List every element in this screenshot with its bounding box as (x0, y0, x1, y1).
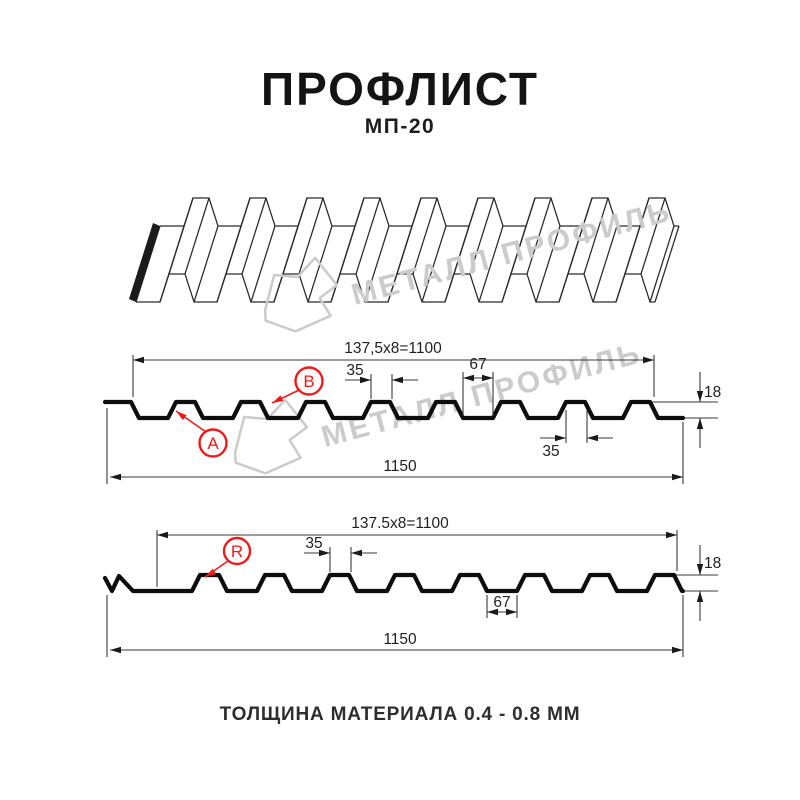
rib-edge-line (355, 197, 381, 275)
footer-note: ТОЛЩИНА МАТЕРИАЛА 0.4 - 0.8 ММ (219, 704, 581, 725)
callout-b-leader (271, 389, 300, 404)
arrowhead-icon (643, 356, 654, 364)
arrowhead-icon (666, 531, 677, 539)
arrowhead-icon (587, 434, 598, 442)
rib-edge-line (592, 225, 618, 303)
dim-valley-label-1: 67 (469, 356, 486, 373)
rib-edge-line (478, 225, 504, 303)
callout-a: A (207, 434, 219, 453)
cross-section-profile-2 (102, 572, 686, 594)
rib-edge-line (640, 197, 666, 275)
callouts: B A R (175, 366, 324, 578)
arrowhead-icon (696, 591, 704, 602)
rib-edge-line (583, 197, 609, 275)
rib-edge-line (526, 197, 552, 275)
dim-crest-bottom-label-1: 35 (542, 443, 559, 460)
arrowhead-icon (482, 374, 493, 382)
cross-section-profile-1 (102, 399, 686, 421)
arrowhead-icon (110, 646, 121, 654)
rib-edge-line (421, 225, 447, 303)
arrowhead-icon (672, 646, 683, 654)
callout-r-circle (222, 536, 252, 566)
rib-edge-line (364, 225, 390, 303)
rib-edge-line (298, 197, 324, 275)
dim-height-label-1: 18 (704, 384, 721, 401)
rib-edge-line (469, 197, 495, 275)
rib-edge-line (241, 197, 267, 275)
arrowhead-icon (157, 531, 168, 539)
rib-edge-line (654, 225, 680, 303)
dimension-lines-section-2 (106, 530, 718, 657)
dim-span-label-1: 137,5x8=1100 (344, 340, 442, 357)
model-subtitle: МП-20 (364, 115, 436, 138)
far-edge-profile (160, 197, 679, 227)
dimension-labels: 137,5x8=1100 35 67 18 35 1150 137.5x8=11… (305, 340, 721, 648)
arrowhead-icon (360, 376, 371, 384)
dim-total-label-2: 1150 (383, 631, 417, 648)
arrowhead-icon (463, 374, 474, 382)
arrowhead-icon (110, 473, 121, 481)
page-title: ПРОФЛИСТ (261, 63, 539, 115)
rib-edge-line (193, 225, 219, 303)
arrowhead-icon (696, 418, 704, 429)
dim-crest-label-1: 35 (346, 362, 363, 379)
rib-edge-line (250, 225, 276, 303)
arrowhead-icon (672, 473, 683, 481)
cut-edge (129, 223, 160, 302)
arrowhead-icon (555, 434, 566, 442)
rib-edge-line (649, 225, 675, 303)
callout-a-circle (198, 428, 228, 458)
arrowhead-icon (351, 549, 362, 557)
arrowhead-icon (696, 391, 704, 402)
watermark-logo-icon (263, 256, 339, 333)
rib-edge-line (535, 225, 561, 303)
arrowhead-icon (506, 608, 517, 616)
callout-r: R (231, 542, 243, 561)
arrowhead-icon (133, 356, 144, 364)
callout-b: B (303, 372, 314, 391)
dim-valley-label-2: 67 (493, 594, 510, 611)
arrowhead-icon (392, 376, 403, 384)
dim-total-label-1: 1150 (383, 458, 417, 475)
dim-crest-label-2: 35 (305, 535, 322, 552)
rib-edge-line (184, 197, 210, 275)
callout-r-leader (204, 560, 229, 578)
dimension-lines-section-1 (106, 355, 718, 484)
dim-span-label-2: 137.5x8=1100 (351, 515, 449, 532)
arrowhead-icon (319, 549, 330, 557)
arrowhead-icon (487, 608, 498, 616)
watermark-logo-icon (233, 398, 309, 475)
dim-height-label-2: 18 (704, 555, 721, 572)
callout-b-circle (294, 366, 324, 396)
callout-a-leader (175, 410, 207, 433)
rib-edge-line (412, 197, 438, 275)
arrowhead-icon (696, 564, 704, 575)
near-edge-profile (136, 273, 655, 303)
watermark-2: МЕТАЛЛ ПРОФИЛЬ (233, 337, 645, 475)
sheet-3d-view (129, 197, 680, 303)
